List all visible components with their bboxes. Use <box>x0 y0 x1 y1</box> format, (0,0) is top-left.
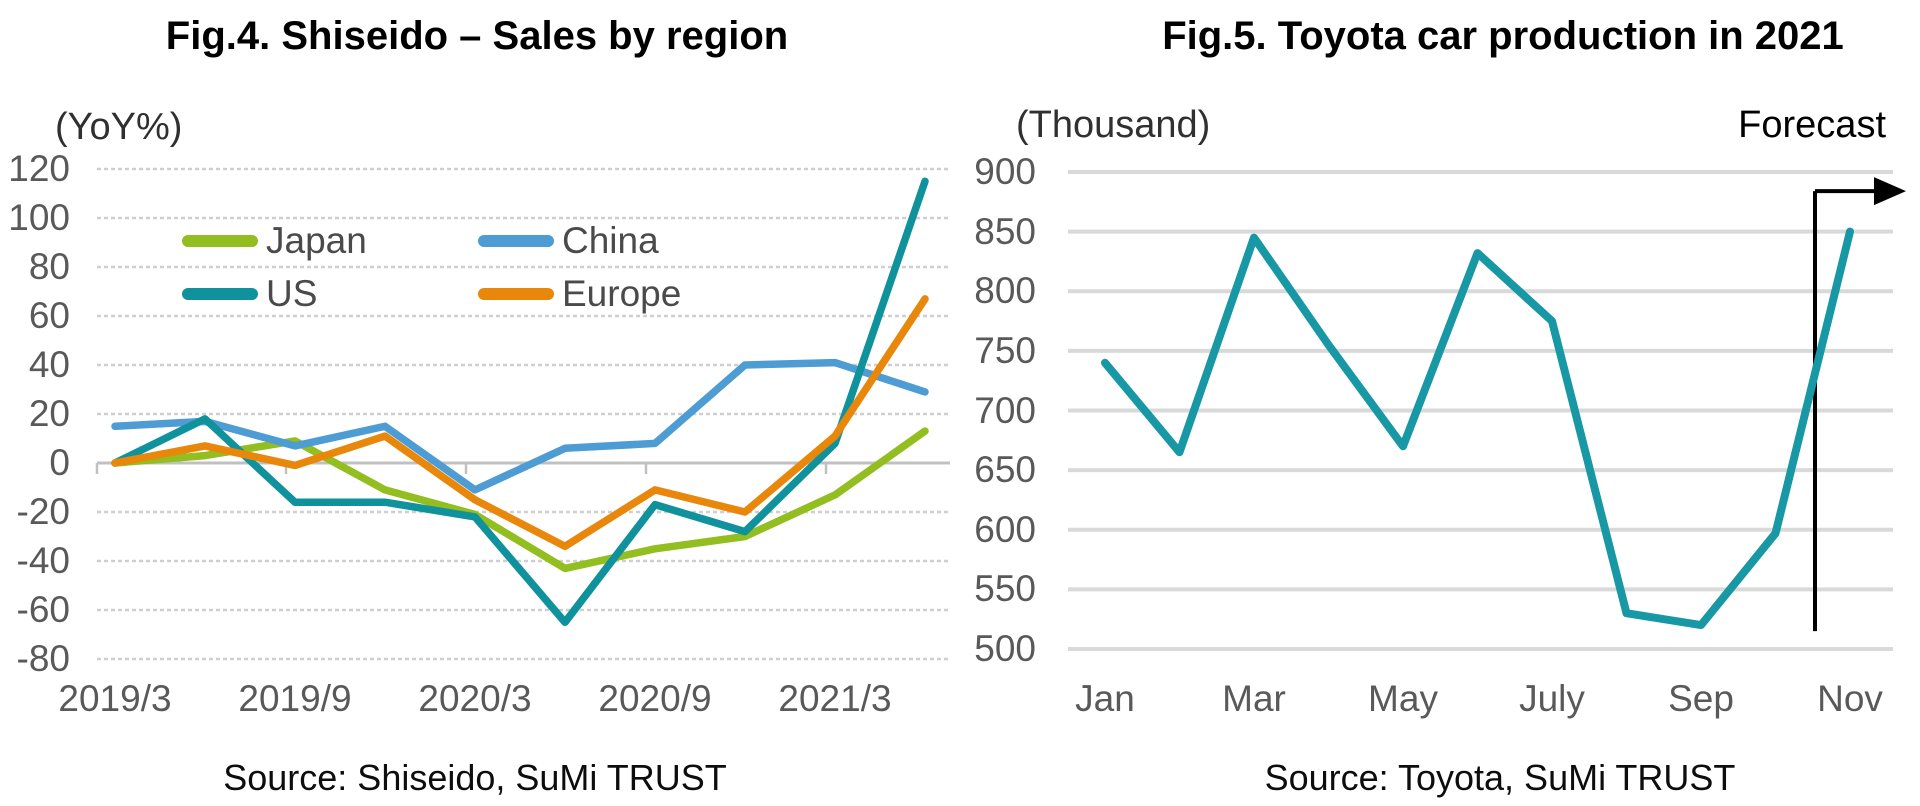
x-tick-label: 2019/3 <box>58 678 172 719</box>
forecast-annotation-label: Forecast <box>1738 104 1886 146</box>
series-line-toyota-car-production <box>1101 227 1854 630</box>
y-axis-unit-label-right: (Thousand) <box>1016 104 1211 146</box>
chart-title-toyota: Fig.5. Toyota car production in 2021 <box>1162 14 1844 58</box>
legend-label-europe: Europe <box>562 273 682 314</box>
legend-item-china: China <box>478 221 659 261</box>
x-tick-label: 2021/3 <box>778 678 892 719</box>
y-tick-label: 750 <box>974 329 1036 371</box>
y-tick-label: 80 <box>28 246 70 287</box>
legend-label-china: China <box>562 220 659 261</box>
x-tick-label: July <box>1519 678 1585 719</box>
legend-swatch-europe <box>478 288 554 300</box>
legend-item-japan: Japan <box>182 221 367 261</box>
y-tick-label: 60 <box>28 295 70 336</box>
forecast-arrowhead <box>1874 177 1906 206</box>
chart-title-shiseido: Fig.4. Shiseido – Sales by region <box>165 14 789 58</box>
y-tick-label: 0 <box>49 442 70 483</box>
y-tick-label: 800 <box>974 270 1036 312</box>
y-tick-label: 550 <box>974 568 1036 610</box>
y-tick-label: 100 <box>8 197 70 238</box>
y-tick-label: -80 <box>16 638 70 679</box>
y-tick-label: -20 <box>16 491 70 532</box>
y-axis-unit-label-left: (YoY%) <box>55 106 183 148</box>
y-tick-label: 700 <box>974 389 1036 431</box>
x-tick-label: 2020/9 <box>598 678 712 719</box>
legend-label-us: US <box>266 273 318 314</box>
series-line-us <box>111 177 929 627</box>
series-line-china <box>111 358 929 494</box>
y-tick-label: -60 <box>16 589 70 630</box>
legend-item-us: US <box>182 274 317 314</box>
y-tick-label: 120 <box>8 148 70 189</box>
y-tick-label: 900 <box>974 151 1036 192</box>
legend-swatch-us <box>182 288 258 300</box>
y-tick-label: 850 <box>974 210 1036 252</box>
legend-label-japan: Japan <box>266 220 367 261</box>
y-tick-label: 600 <box>974 508 1036 550</box>
source-note-shiseido: Source: Shiseido, SuMi TRUST <box>223 757 727 798</box>
series-line-europe <box>111 295 929 551</box>
y-tick-label: 20 <box>28 393 70 434</box>
x-tick-label: 2020/3 <box>418 678 532 719</box>
y-tick-label: 40 <box>28 344 70 385</box>
x-tick-label: May <box>1368 678 1438 719</box>
x-tick-label: Nov <box>1817 678 1883 719</box>
series-line-japan <box>111 427 929 573</box>
x-tick-label: Jan <box>1075 678 1135 719</box>
legend-swatch-japan <box>182 235 258 247</box>
x-tick-label: Sep <box>1668 678 1734 719</box>
legend-item-europe: Europe <box>478 274 681 314</box>
legend-swatch-china <box>478 235 554 247</box>
y-tick-label: -40 <box>16 540 70 581</box>
source-note-toyota: Source: Toyota, SuMi TRUST <box>1264 757 1736 798</box>
y-tick-label: 500 <box>974 628 1036 669</box>
x-tick-label: 2019/9 <box>238 678 352 719</box>
y-tick-label: 650 <box>974 449 1036 491</box>
x-tick-label: Mar <box>1222 678 1286 719</box>
